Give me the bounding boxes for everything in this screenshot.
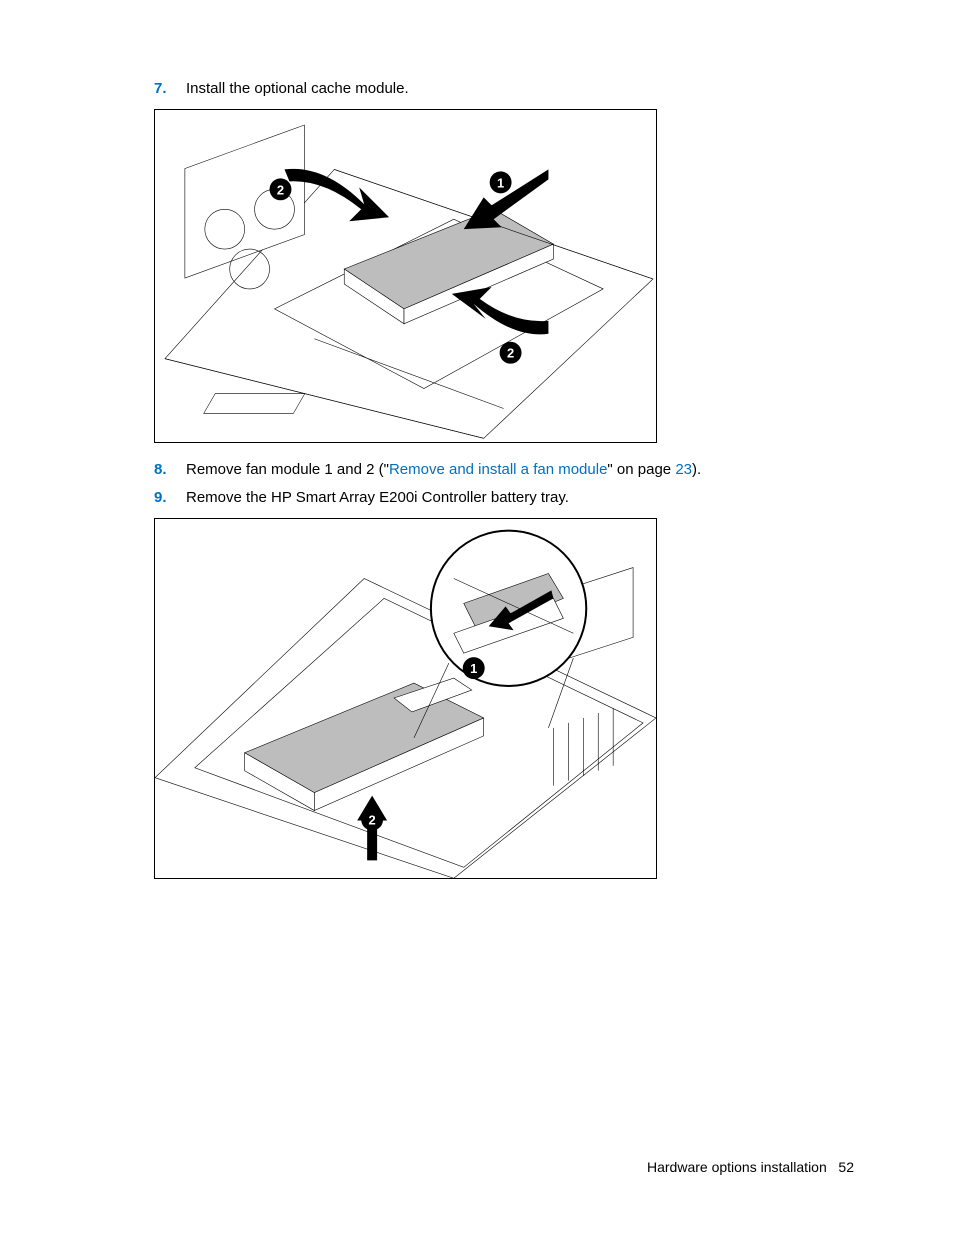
figure-2-svg: 1 2 xyxy=(155,518,656,879)
svg-text:2: 2 xyxy=(369,812,376,827)
step-number: 8. xyxy=(154,461,186,478)
text-segment: Remove the HP Smart Array E200i Controll… xyxy=(186,489,569,506)
step-text: Remove fan module 1 and 2 ("Remove and i… xyxy=(186,459,854,482)
step-9: 9. Remove the HP Smart Array E200i Contr… xyxy=(154,487,854,510)
step-text: Remove the HP Smart Array E200i Controll… xyxy=(186,487,854,510)
figure-1-svg: 1 2 2 xyxy=(155,109,656,443)
figure-2: 1 2 xyxy=(154,518,854,879)
figure-1: 1 2 2 xyxy=(154,109,854,443)
link-page-23[interactable]: 23 xyxy=(675,461,692,478)
footer-section: Hardware options installation xyxy=(647,1159,827,1175)
svg-text:1: 1 xyxy=(497,175,504,190)
footer-page-number: 52 xyxy=(838,1159,854,1175)
link-remove-install-fan-module[interactable]: Remove and install a fan module xyxy=(389,461,607,478)
document-page: 7. Install the optional cache module. xyxy=(0,0,954,1235)
step-number: 9. xyxy=(154,489,186,506)
text-segment: " on page xyxy=(607,461,675,478)
svg-text:1: 1 xyxy=(470,661,477,676)
page-footer: Hardware options installation 52 xyxy=(647,1159,854,1175)
text-segment: Remove fan module 1 and 2 (" xyxy=(186,461,389,478)
figure-1-image: 1 2 2 xyxy=(154,109,657,443)
figure-2-image: 1 2 xyxy=(154,518,657,879)
step-text: Install the optional cache module. xyxy=(186,78,854,101)
step-7: 7. Install the optional cache module. xyxy=(154,78,854,101)
svg-text:2: 2 xyxy=(507,345,514,360)
step-8: 8. Remove fan module 1 and 2 ("Remove an… xyxy=(154,459,854,482)
step-number: 7. xyxy=(154,80,186,97)
text-segment: ). xyxy=(692,461,701,478)
svg-text:2: 2 xyxy=(277,182,284,197)
text-segment: Install the optional cache module. xyxy=(186,80,409,97)
